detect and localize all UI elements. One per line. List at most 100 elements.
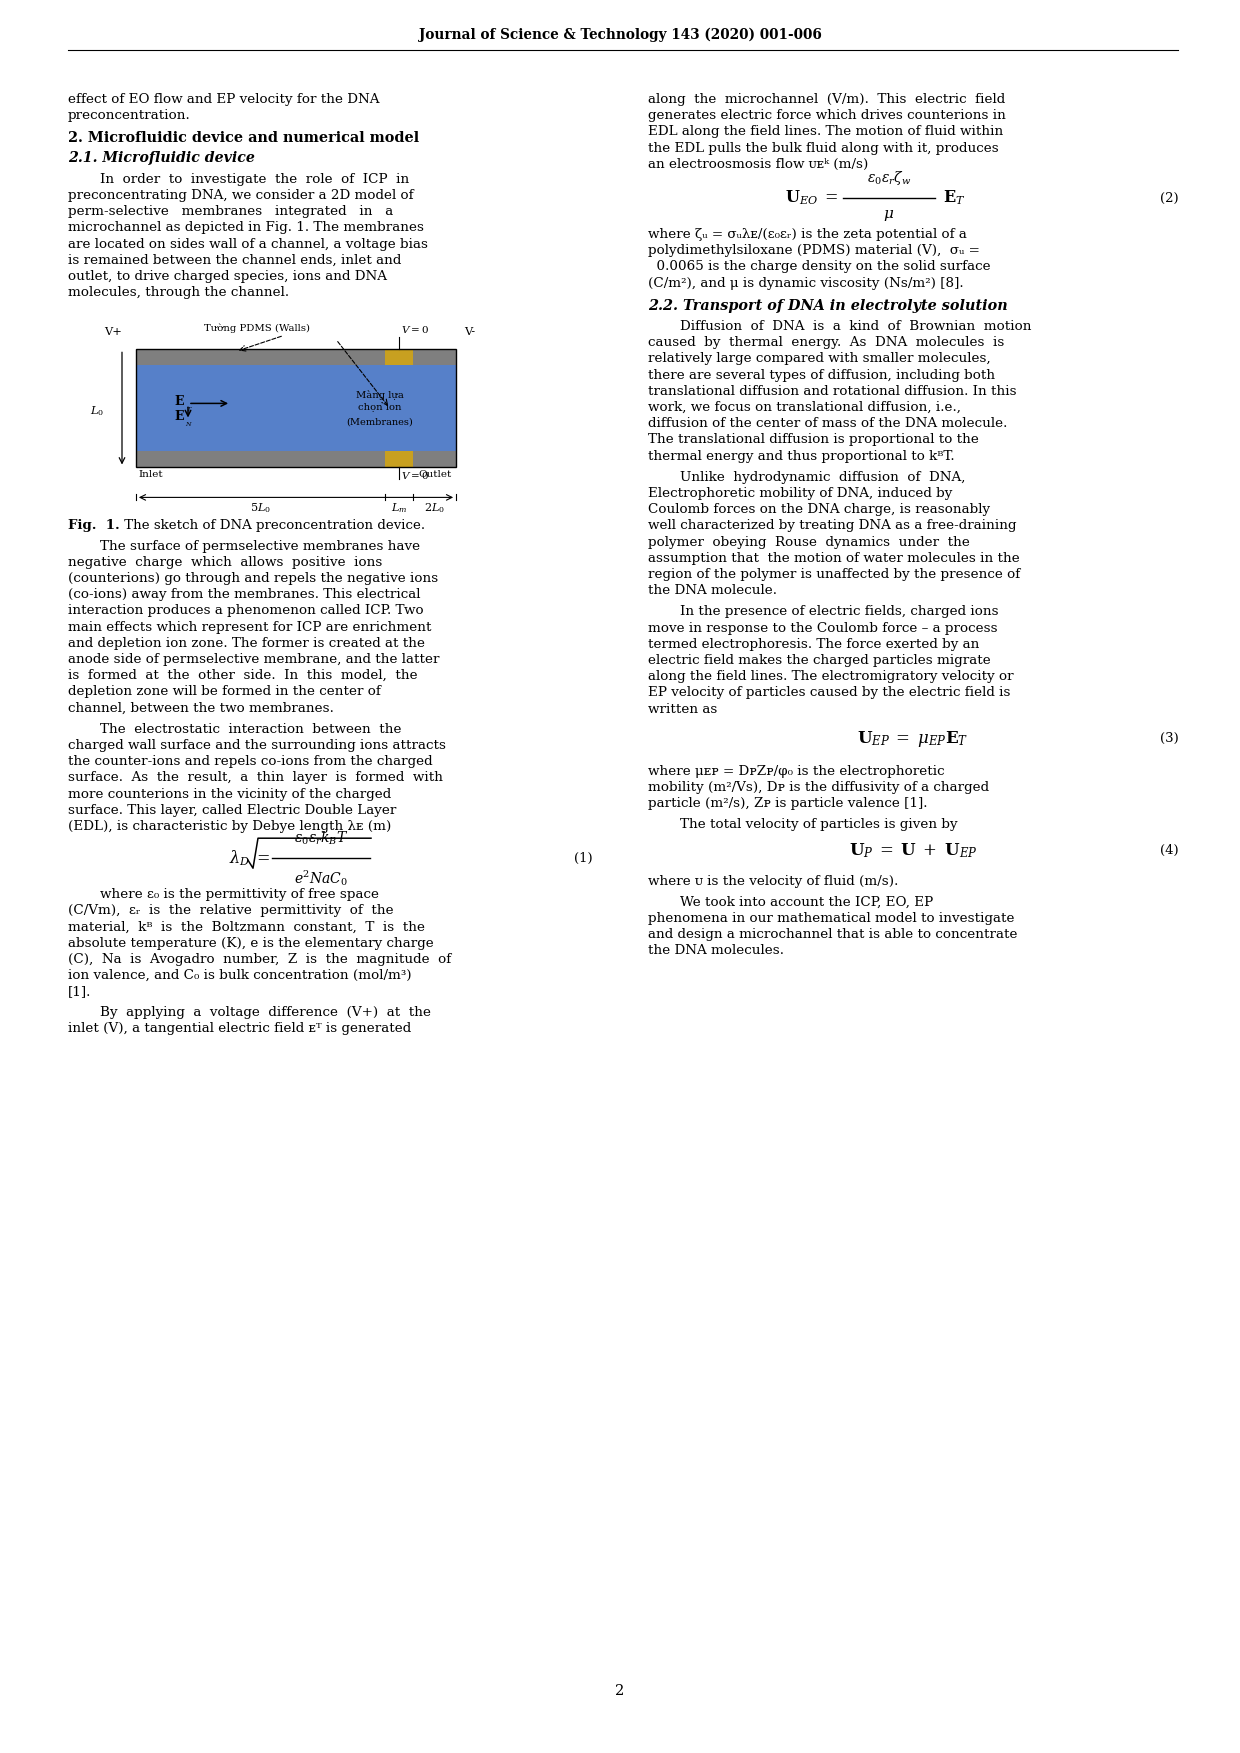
Text: (co-ions) away from the membranes. This electrical: (co-ions) away from the membranes. This … — [68, 589, 420, 601]
Text: $\mu$: $\mu$ — [883, 209, 894, 223]
Text: mobility (m²/Vs), Dᴘ is the diffusivity of a charged: mobility (m²/Vs), Dᴘ is the diffusivity … — [649, 782, 990, 794]
Text: $L_m$: $L_m$ — [391, 501, 407, 515]
Text: The total velocity of particles is given by: The total velocity of particles is given… — [680, 819, 957, 831]
Text: thermal energy and thus proportional to kᴮT.: thermal energy and thus proportional to … — [649, 449, 955, 463]
Text: The surface of permselective membranes have: The surface of permselective membranes h… — [100, 540, 420, 552]
Text: written as: written as — [649, 703, 718, 715]
Text: Diffusion  of  DNA  is  a  kind  of  Brownian  motion: Diffusion of DNA is a kind of Brownian m… — [680, 321, 1032, 333]
Text: work, we focus on translational diffusion, i.e.,: work, we focus on translational diffusio… — [649, 401, 961, 414]
Text: (1): (1) — [574, 852, 593, 864]
Text: termed electrophoresis. The force exerted by an: termed electrophoresis. The force exerte… — [649, 638, 980, 650]
Text: electric field makes the charged particles migrate: electric field makes the charged particl… — [649, 654, 991, 666]
Text: charged wall surface and the surrounding ions attracts: charged wall surface and the surrounding… — [68, 740, 446, 752]
Text: Electrophoretic mobility of DNA, induced by: Electrophoretic mobility of DNA, induced… — [649, 487, 952, 500]
Text: EDL along the field lines. The motion of fluid within: EDL along the field lines. The motion of… — [649, 126, 1003, 138]
Text: more counterions in the vicinity of the charged: more counterions in the vicinity of the … — [68, 787, 392, 801]
Bar — [136, 349, 456, 365]
Text: and depletion ion zone. The former is created at the: and depletion ion zone. The former is cr… — [68, 636, 425, 650]
Text: 0.0065 is the charge density on the solid surface: 0.0065 is the charge density on the soli… — [649, 261, 991, 273]
Text: surface. This layer, called Electric Double Layer: surface. This layer, called Electric Dou… — [68, 805, 397, 817]
Text: In the presence of electric fields, charged ions: In the presence of electric fields, char… — [680, 605, 998, 619]
Text: EP velocity of particles caused by the electric field is: EP velocity of particles caused by the e… — [649, 687, 1011, 699]
Bar — [136, 349, 456, 468]
Text: V+: V+ — [104, 328, 122, 337]
Text: where ᴜ is the velocity of fluid (m/s).: where ᴜ is the velocity of fluid (m/s). — [649, 875, 898, 887]
Text: $\mathbf{U}_{EP}\;=\;\mu_{EP}\mathbf{E}_T$: $\mathbf{U}_{EP}\;=\;\mu_{EP}\mathbf{E}_… — [857, 729, 968, 749]
Text: Outlet: Outlet — [419, 470, 453, 479]
Text: Fig.  1.: Fig. 1. — [68, 519, 120, 533]
Text: Unlike  hydrodynamic  diffusion  of  DNA,: Unlike hydrodynamic diffusion of DNA, — [680, 472, 966, 484]
Text: well characterized by treating DNA as a free-draining: well characterized by treating DNA as a … — [649, 519, 1017, 533]
Text: material,  kᴮ  is  the  Boltzmann  constant,  T  is  the: material, kᴮ is the Boltzmann constant, … — [68, 920, 425, 934]
Text: [1].: [1]. — [68, 985, 92, 999]
Text: (EDL), is characteristic by Debye length λᴇ (m): (EDL), is characteristic by Debye length… — [68, 820, 392, 833]
Text: inlet (V), a tangential electric field ᴇᵀ is generated: inlet (V), a tangential electric field ᴇ… — [68, 1022, 412, 1034]
Text: The  electrostatic  interaction  between  the: The electrostatic interaction between th… — [100, 722, 402, 736]
Text: V-: V- — [464, 328, 475, 337]
Text: preconcentration.: preconcentration. — [68, 109, 191, 123]
Text: $_N$: $_N$ — [185, 421, 193, 429]
Text: chọn ion: chọn ion — [358, 403, 402, 412]
Text: $5L_0$: $5L_0$ — [250, 501, 272, 515]
Text: (C/Vm),  εᵣ  is  the  relative  permittivity  of  the: (C/Vm), εᵣ is the relative permittivity … — [68, 905, 393, 917]
Text: main effects which represent for ICP are enrichment: main effects which represent for ICP are… — [68, 621, 432, 633]
Text: Journal of Science & Technology 143 (2020) 001-006: Journal of Science & Technology 143 (202… — [419, 28, 821, 42]
Bar — [136, 365, 456, 452]
Text: (C/m²), and μ is dynamic viscosity (Ns/m²) [8].: (C/m²), and μ is dynamic viscosity (Ns/m… — [649, 277, 963, 289]
Text: and design a microchannel that is able to concentrate: and design a microchannel that is able t… — [649, 927, 1018, 941]
Text: $\lambda_D\;=\;$: $\lambda_D\;=\;$ — [229, 848, 270, 868]
Text: The translational diffusion is proportional to the: The translational diffusion is proportio… — [649, 433, 978, 447]
Text: negative  charge  which  allows  positive  ions: negative charge which allows positive io… — [68, 556, 382, 568]
Text: $L_0$: $L_0$ — [89, 405, 104, 419]
Text: effect of EO flow and EP velocity for the DNA: effect of EO flow and EP velocity for th… — [68, 93, 379, 105]
Text: Màng lựa: Màng lựa — [356, 391, 404, 400]
Text: diffusion of the center of mass of the DNA molecule.: diffusion of the center of mass of the D… — [649, 417, 1007, 429]
Text: particle (m²/s), Zᴘ is particle valence [1].: particle (m²/s), Zᴘ is particle valence … — [649, 798, 928, 810]
Bar — [384, 349, 413, 365]
Text: polydimethylsiloxane (PDMS) material (V),  σᵤ =: polydimethylsiloxane (PDMS) material (V)… — [649, 244, 980, 258]
Text: phenomena in our mathematical model to investigate: phenomena in our mathematical model to i… — [649, 912, 1014, 926]
Text: Tường PDMS (Walls): Tường PDMS (Walls) — [205, 324, 310, 333]
Text: interaction produces a phenomenon called ICP. Two: interaction produces a phenomenon called… — [68, 605, 424, 617]
Text: along the field lines. The electromigratory velocity or: along the field lines. The electromigrat… — [649, 670, 1013, 684]
Text: $\varepsilon_0\varepsilon_r\zeta_w$: $\varepsilon_0\varepsilon_r\zeta_w$ — [867, 168, 911, 188]
Text: molecules, through the channel.: molecules, through the channel. — [68, 286, 289, 300]
Text: where ζᵤ = σᵤλᴇ/(ε₀εᵣ) is the zeta potential of a: where ζᵤ = σᵤλᴇ/(ε₀εᵣ) is the zeta poten… — [649, 228, 967, 240]
Text: generates electric force which drives counterions in: generates electric force which drives co… — [649, 109, 1006, 123]
Text: By  applying  a  voltage  difference  (V+)  at  the: By applying a voltage difference (V+) at… — [100, 1006, 432, 1018]
Text: 2.2. Transport of DNA in electrolyte solution: 2.2. Transport of DNA in electrolyte sol… — [649, 298, 1008, 312]
Text: is remained between the channel ends, inlet and: is remained between the channel ends, in… — [68, 254, 402, 266]
Text: 2.1. Microfluidic device: 2.1. Microfluidic device — [68, 151, 255, 165]
Text: $\mathbf{E}$: $\mathbf{E}$ — [174, 394, 185, 408]
Text: outlet, to drive charged species, ions and DNA: outlet, to drive charged species, ions a… — [68, 270, 387, 282]
Text: We took into account the ICP, EO, EP: We took into account the ICP, EO, EP — [680, 896, 934, 908]
Text: region of the polymer is unaffected by the presence of: region of the polymer is unaffected by t… — [649, 568, 1021, 580]
Text: are located on sides wall of a channel, a voltage bias: are located on sides wall of a channel, … — [68, 238, 428, 251]
Text: Inlet: Inlet — [138, 470, 162, 479]
Text: (counterions) go through and repels the negative ions: (counterions) go through and repels the … — [68, 571, 438, 586]
Text: absolute temperature (K), e is the elementary charge: absolute temperature (K), e is the eleme… — [68, 936, 434, 950]
Text: $2L_0$: $2L_0$ — [424, 501, 445, 515]
Text: $\mathbf{U}_P\;=\;\mathbf{U}\;+\;\mathbf{U}_{EP}$: $\mathbf{U}_P\;=\;\mathbf{U}\;+\;\mathbf… — [848, 841, 977, 861]
Text: the counter-ions and repels co-ions from the charged: the counter-ions and repels co-ions from… — [68, 756, 433, 768]
Text: $\mathbf{E}_T$: $\mathbf{E}_T$ — [942, 189, 966, 207]
Text: where μᴇᴘ = DᴘZᴘ/φ₀ is the electrophoretic: where μᴇᴘ = DᴘZᴘ/φ₀ is the electrophoret… — [649, 764, 945, 778]
Text: (Membranes): (Membranes) — [347, 417, 413, 426]
Text: $\varepsilon_0\varepsilon_r k_B T$: $\varepsilon_0\varepsilon_r k_B T$ — [294, 829, 348, 847]
Text: the DNA molecule.: the DNA molecule. — [649, 584, 777, 598]
Text: polymer  obeying  Rouse  dynamics  under  the: polymer obeying Rouse dynamics under the — [649, 536, 970, 549]
Text: depletion zone will be formed in the center of: depletion zone will be formed in the cen… — [68, 685, 381, 698]
Text: In  order  to  investigate  the  role  of  ICP  in: In order to investigate the role of ICP … — [100, 174, 409, 186]
Text: ion valence, and C₀ is bulk concentration (mol/m³): ion valence, and C₀ is bulk concentratio… — [68, 969, 412, 982]
Text: $e^2 N a C_0$: $e^2 N a C_0$ — [294, 868, 348, 889]
Text: The sketch of DNA preconcentration device.: The sketch of DNA preconcentration devic… — [120, 519, 425, 533]
Text: $_T$: $_T$ — [186, 405, 192, 414]
Text: anode side of permselective membrane, and the latter: anode side of permselective membrane, an… — [68, 654, 439, 666]
Bar — [136, 452, 456, 468]
Text: surface.  As  the  result,  a  thin  layer  is  formed  with: surface. As the result, a thin layer is … — [68, 771, 443, 784]
Text: relatively large compared with smaller molecules,: relatively large compared with smaller m… — [649, 352, 991, 365]
Text: translational diffusion and rotational diffusion. In this: translational diffusion and rotational d… — [649, 386, 1017, 398]
Text: the DNA molecules.: the DNA molecules. — [649, 945, 784, 957]
Text: microchannel as depicted in Fig. 1. The membranes: microchannel as depicted in Fig. 1. The … — [68, 221, 424, 235]
Text: (2): (2) — [1159, 191, 1179, 205]
